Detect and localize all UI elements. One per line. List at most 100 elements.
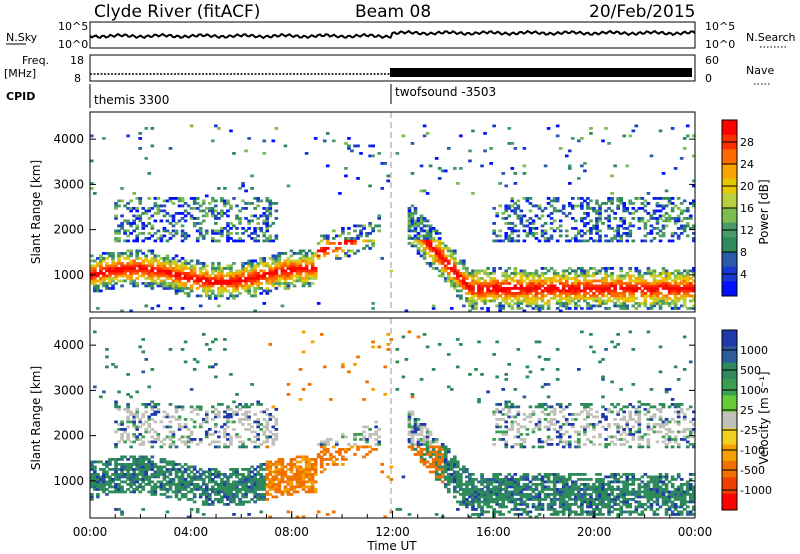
power-cell — [453, 277, 457, 280]
velocity-cell — [483, 493, 487, 496]
power-cell — [607, 297, 611, 300]
power-cell — [616, 277, 620, 280]
velocity-cell — [516, 483, 521, 486]
velocity-cell — [425, 433, 430, 436]
velocity-cell — [310, 458, 315, 461]
power-cell — [286, 274, 291, 278]
power-cell — [480, 289, 484, 293]
power-cell — [595, 199, 599, 203]
power-cell — [667, 274, 672, 278]
power-cell — [147, 272, 152, 275]
velocity-cell — [513, 505, 518, 509]
power-cell — [561, 287, 566, 290]
power-cell — [347, 137, 351, 140]
power-cell — [446, 277, 451, 280]
velocity-cell — [341, 448, 345, 451]
velocity-cell — [214, 473, 218, 476]
velocity-cell — [192, 438, 197, 441]
power-cell — [531, 294, 536, 298]
velocity-cell — [96, 473, 100, 476]
velocity-cell — [440, 448, 445, 451]
power-cell — [132, 219, 136, 223]
power-cell — [347, 237, 351, 240]
power-cell — [195, 229, 200, 233]
velocity-cell — [150, 473, 155, 476]
power-cell — [543, 237, 548, 240]
power-cell — [670, 279, 675, 283]
power-cell — [93, 279, 97, 283]
power-cell — [649, 304, 654, 308]
power-cell — [567, 267, 572, 270]
velocity-cell — [156, 468, 161, 471]
velocity-cell — [96, 475, 100, 479]
power-cell — [459, 167, 463, 170]
velocity-cell — [174, 483, 179, 486]
velocity-cell — [141, 478, 146, 481]
velocity-cell — [117, 483, 121, 486]
velocity-cell — [453, 475, 457, 479]
power-cell — [159, 272, 164, 275]
power-cell — [655, 197, 660, 200]
power-cell — [574, 272, 578, 275]
power-cell — [280, 262, 285, 265]
velocity-cell — [168, 473, 173, 476]
power-cell — [679, 224, 684, 228]
velocity-cell — [459, 485, 463, 489]
velocity-cell — [250, 480, 254, 484]
power-cell — [519, 307, 524, 310]
power-cell — [676, 289, 681, 293]
power-cell — [147, 282, 152, 285]
power-cell — [310, 264, 315, 268]
power-cell — [250, 264, 254, 268]
power-cell — [102, 259, 106, 263]
power-cell — [549, 287, 554, 290]
velocity-cell — [96, 495, 100, 499]
power-cell — [174, 277, 179, 280]
power-cell — [277, 264, 282, 268]
power-cell — [195, 202, 200, 205]
velocity-cell — [165, 415, 170, 419]
velocity-cell — [195, 360, 200, 364]
velocity-cell — [422, 460, 427, 464]
power-cell — [156, 284, 161, 288]
power-cell — [214, 199, 218, 203]
velocity-cell — [471, 503, 475, 506]
velocity-cell — [395, 508, 400, 511]
power-cell — [564, 307, 569, 310]
power-cell — [580, 294, 584, 298]
power-cell — [165, 219, 170, 223]
velocity-cell — [516, 430, 521, 434]
velocity-cell — [90, 478, 94, 481]
velocity-cell — [443, 468, 448, 471]
power-cell — [646, 192, 651, 195]
power-cell — [180, 262, 185, 265]
power-cell — [259, 199, 264, 203]
velocity-cell — [135, 438, 140, 441]
power-cell — [189, 259, 194, 263]
power-cell — [265, 262, 270, 265]
power-cell — [425, 232, 430, 235]
power-cell — [93, 287, 97, 290]
power-cell — [220, 274, 224, 278]
power-cell — [528, 229, 533, 233]
velocity-cell — [335, 450, 339, 454]
power-cell — [344, 174, 348, 178]
power-cell — [189, 267, 194, 270]
velocity-cell — [126, 463, 130, 466]
power-cell — [564, 214, 569, 218]
power-cell — [492, 124, 496, 128]
power-cell — [616, 204, 620, 208]
power-cell — [201, 219, 206, 223]
power-cell — [344, 239, 348, 243]
power-cell — [165, 199, 170, 203]
velocity-cell — [226, 488, 230, 491]
power-cell — [344, 252, 348, 255]
power-cell — [232, 277, 236, 280]
power-cell — [292, 284, 297, 288]
velocity-cell — [253, 485, 257, 489]
power-cell — [434, 244, 439, 248]
velocity-cell — [198, 473, 203, 476]
velocity-cell — [477, 398, 481, 401]
velocity-cell — [195, 408, 200, 411]
power-cell — [610, 294, 614, 298]
